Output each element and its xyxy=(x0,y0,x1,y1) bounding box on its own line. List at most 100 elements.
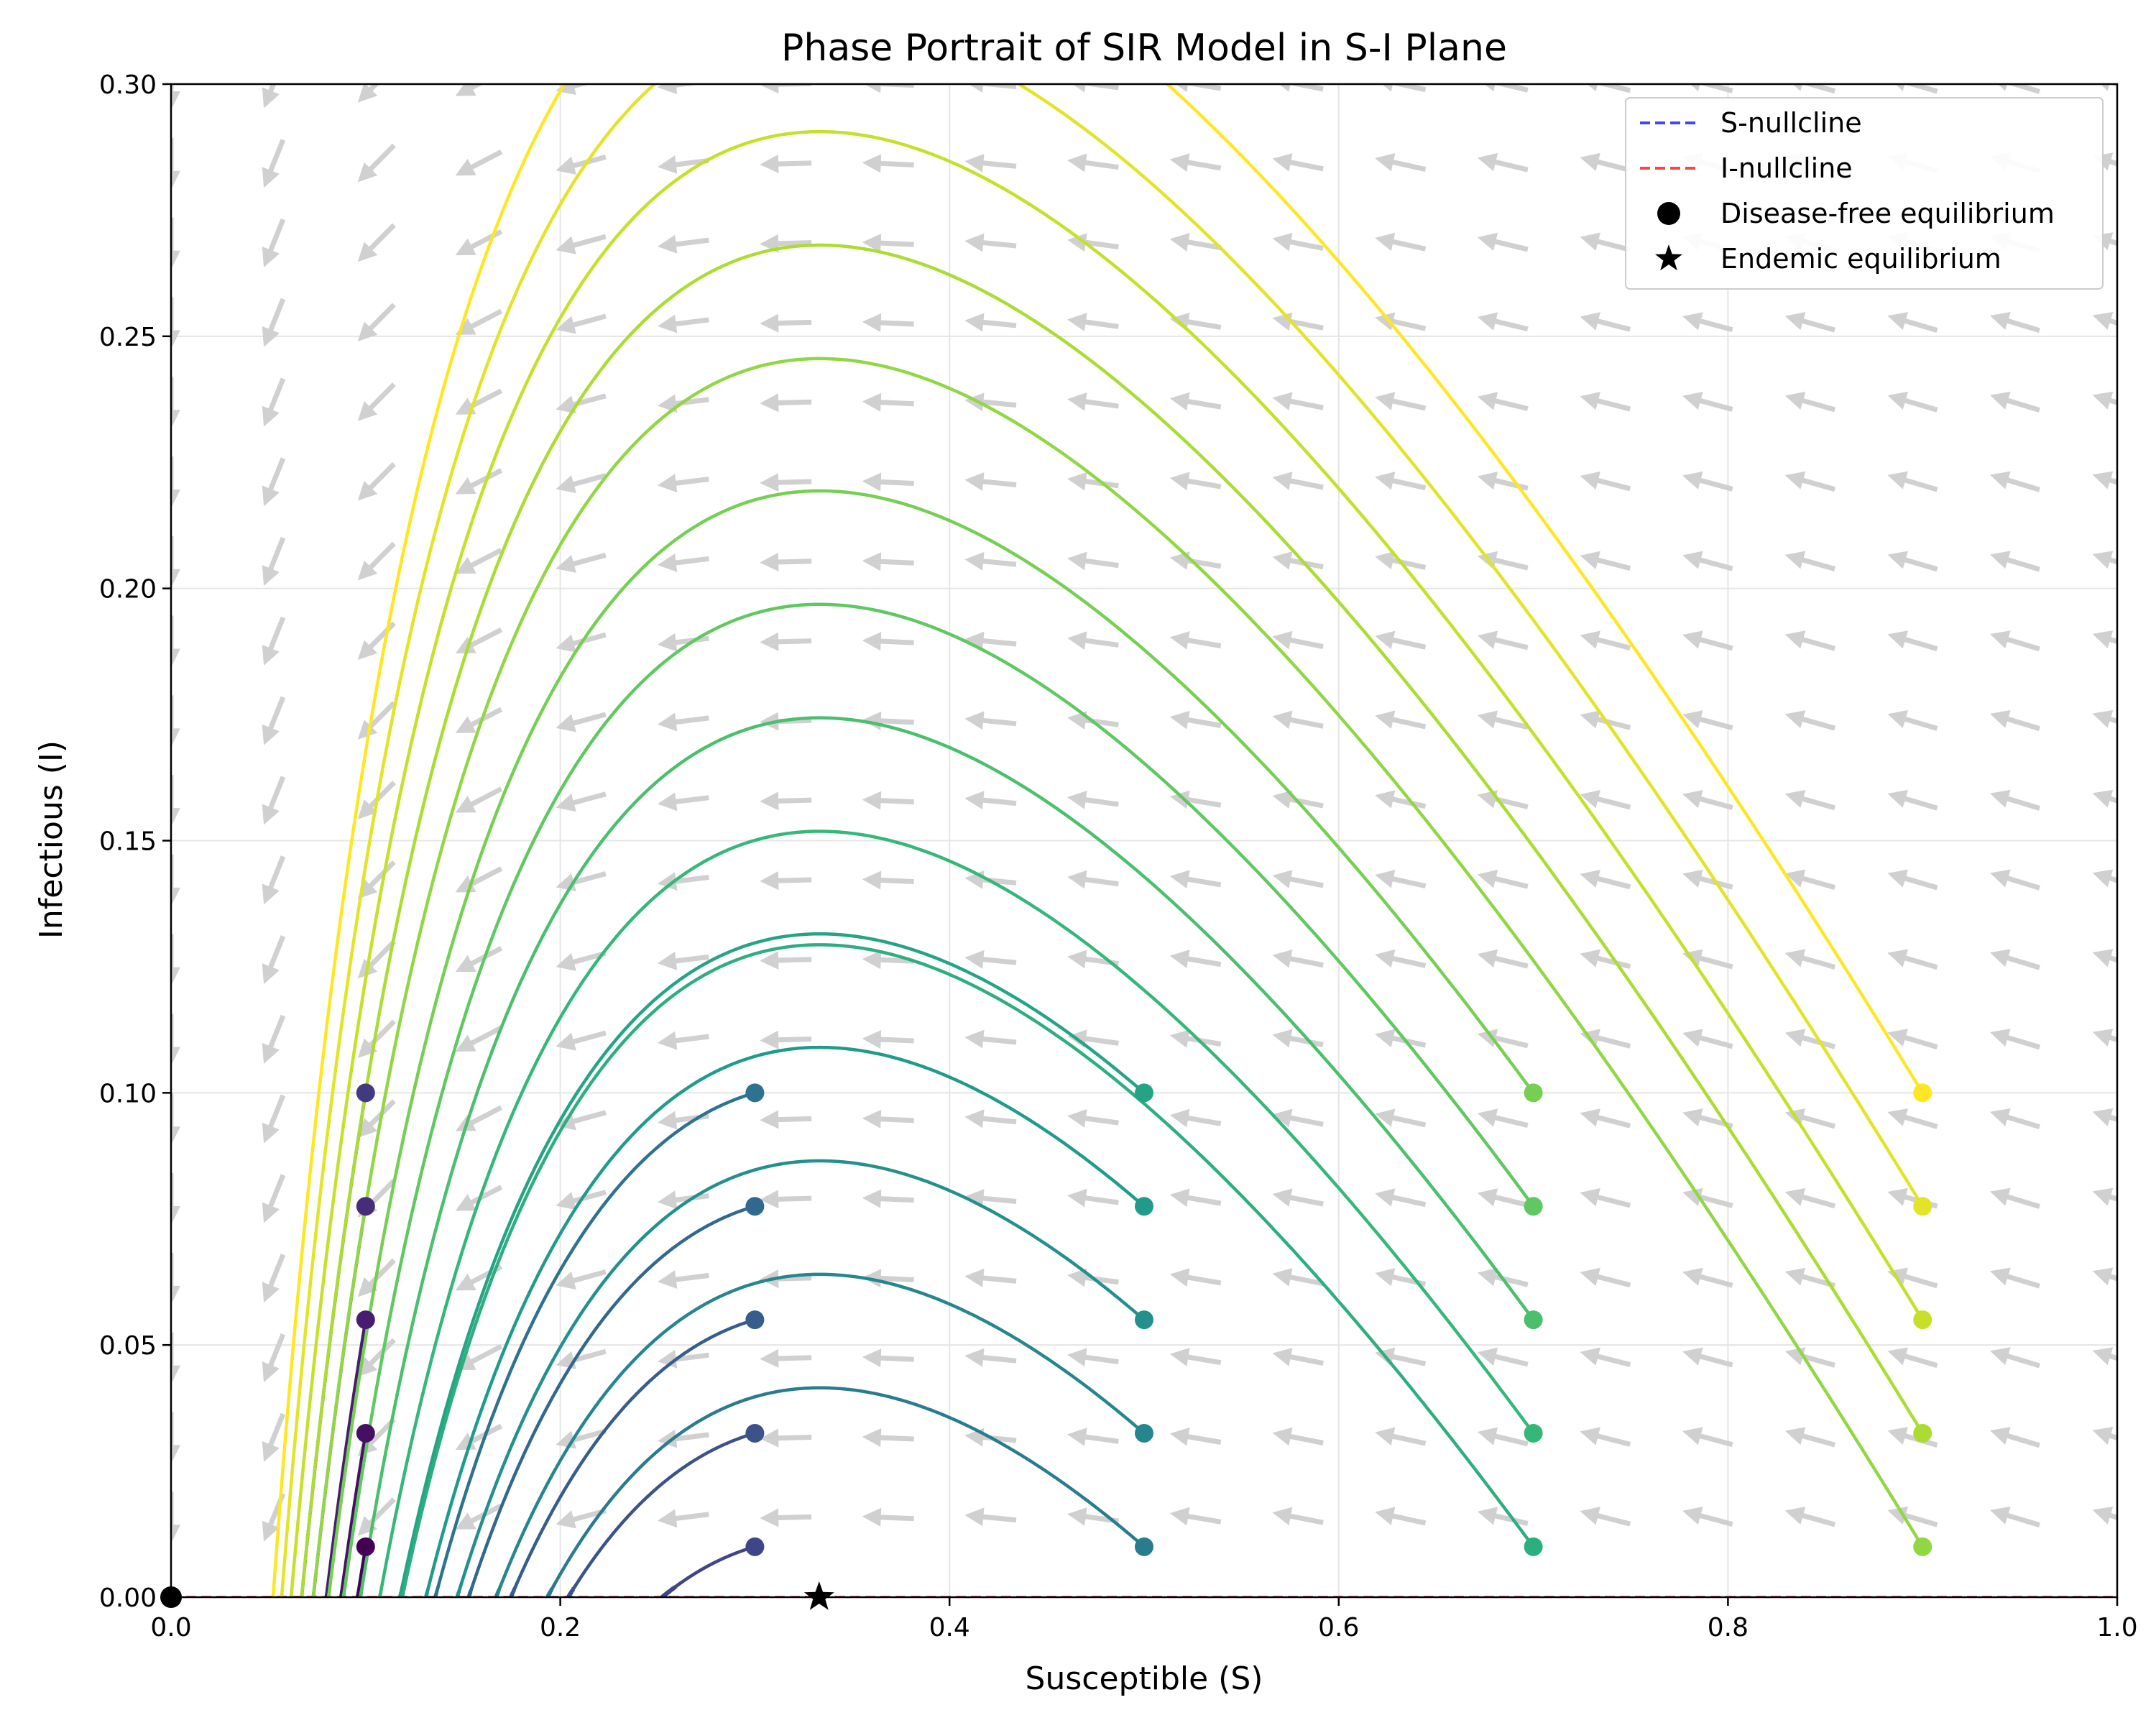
vector-field-arrow xyxy=(171,615,180,668)
vector-field-arrow xyxy=(357,781,396,819)
initial-condition-point xyxy=(356,1197,375,1216)
vector-field-arrow xyxy=(357,1019,396,1059)
vector-field-arrow xyxy=(1477,1188,1529,1208)
vector-field-arrow xyxy=(171,1412,180,1464)
vector-field-arrow xyxy=(1375,949,1427,968)
y-tick-label: 0.05 xyxy=(99,1331,157,1361)
vector-field-arrow xyxy=(262,1094,286,1144)
trajectory-line xyxy=(339,1433,368,1597)
initial-condition-point xyxy=(1913,1537,1932,1556)
vector-field-arrow xyxy=(2092,630,2117,648)
vector-field-arrow xyxy=(760,313,812,333)
vector-field-arrow xyxy=(1169,472,1222,491)
vector-field-arrow xyxy=(862,313,914,332)
vector-field-arrow xyxy=(1682,630,1733,651)
vector-field-arrow xyxy=(1990,312,2040,334)
vector-field-arrow xyxy=(964,1348,1017,1367)
initial-condition-point xyxy=(1135,1537,1153,1556)
vector-field-arrow xyxy=(1990,869,2040,891)
initial-condition-point xyxy=(1524,1537,1543,1556)
y-tick-label: 0.10 xyxy=(99,1079,157,1108)
vector-field-arrow xyxy=(862,950,914,970)
trajectory-line xyxy=(378,829,1535,1597)
vector-field-arrow xyxy=(455,786,503,813)
vector-field-arrow xyxy=(1272,630,1324,650)
vector-field-arrow xyxy=(455,1025,503,1052)
vector-field-arrow xyxy=(1169,710,1222,730)
vector-field-arrow xyxy=(262,537,286,587)
vector-field-arrow xyxy=(556,552,607,573)
x-tick-label: 0.8 xyxy=(1708,1613,1749,1642)
vector-field-arrow xyxy=(1169,1188,1222,1208)
vector-field-arrow xyxy=(1375,1507,1427,1526)
vector-field-arrow xyxy=(2092,1347,2117,1366)
vector-field-arrow xyxy=(760,553,812,571)
vector-field-arrow xyxy=(1067,1109,1119,1128)
vector-field-arrow xyxy=(1887,1108,1938,1129)
vector-field-arrow xyxy=(2092,869,2117,888)
vector-field-arrow xyxy=(357,461,396,501)
vector-field-arrow xyxy=(964,1268,1017,1287)
vector-field-arrow xyxy=(1580,1267,1631,1288)
trajectory-line xyxy=(289,129,1925,1597)
vector-field-arrow xyxy=(1587,84,1631,93)
vector-field-arrow xyxy=(1375,870,1427,889)
vector-field-arrow xyxy=(1887,391,1938,413)
trajectory-line xyxy=(327,489,1535,1597)
vector-field-arrow xyxy=(455,1185,503,1211)
vector-field-arrow xyxy=(2092,949,2117,968)
trajectory-line xyxy=(509,1318,756,1597)
vector-field-arrow xyxy=(964,631,1017,651)
vector-field-arrow xyxy=(556,791,607,812)
trajectory-line xyxy=(341,602,1535,1597)
legend-endemic-label: Endemic equilibrium xyxy=(1720,243,2001,275)
vector-field-arrow xyxy=(1580,1347,1631,1367)
initial-condition-point xyxy=(745,1537,765,1556)
vector-field-arrow xyxy=(1375,312,1427,331)
vector-field-arrow xyxy=(1580,152,1631,173)
trajectory-line xyxy=(545,1386,1146,1597)
vector-field-arrow xyxy=(760,791,812,811)
vector-field-arrow xyxy=(1990,1108,2040,1130)
vector-field-arrow xyxy=(1375,551,1427,570)
initial-condition-point xyxy=(1135,1083,1153,1103)
vector-field-arrow xyxy=(262,377,286,427)
vector-field-arrow xyxy=(1580,790,1631,810)
endemic-equilibrium-marker xyxy=(803,1581,834,1610)
vector-field-arrow xyxy=(262,776,286,825)
x-tick-label: 0.0 xyxy=(150,1613,191,1642)
vector-field-arrow xyxy=(1990,630,2040,652)
vector-field-arrow xyxy=(262,1014,286,1064)
vector-field-arrow xyxy=(262,696,286,745)
initial-condition-point xyxy=(1524,1423,1543,1443)
legend-box xyxy=(1625,97,2104,290)
vector-field-arrow xyxy=(1990,551,2040,572)
vector-field-arrow xyxy=(1784,949,1836,970)
vector-field-arrow xyxy=(1682,1507,1733,1527)
initial-condition-point xyxy=(1913,1197,1932,1216)
initial-condition-point xyxy=(356,1423,375,1443)
vector-field-arrow xyxy=(171,1093,180,1146)
vector-field-arrow xyxy=(171,854,180,906)
vector-field-arrow xyxy=(1272,790,1324,809)
vector-field-arrow xyxy=(862,1348,914,1368)
vector-field-arrow xyxy=(2092,1267,2117,1286)
vector-field-arrow xyxy=(964,551,1017,571)
vector-field-arrow xyxy=(1272,1108,1324,1128)
vector-field-arrow xyxy=(1895,84,1938,94)
vector-field-arrow xyxy=(657,952,709,970)
initial-condition-point xyxy=(1913,1083,1932,1103)
vector-field-arrow xyxy=(964,1507,1017,1527)
vector-field-arrow xyxy=(1990,1427,2040,1448)
trajectory-line xyxy=(494,1272,1146,1597)
vector-field-arrow xyxy=(357,1258,396,1297)
initial-condition-point xyxy=(1524,1083,1543,1103)
initial-condition-point xyxy=(1135,1197,1153,1216)
vector-field-arrow xyxy=(1477,312,1529,332)
vector-field-arrow xyxy=(1169,1427,1222,1446)
vector-field-arrow xyxy=(171,377,180,429)
initial-condition-point xyxy=(745,1310,765,1330)
legend-endemic-marker xyxy=(1655,244,1682,271)
vector-field-arrow xyxy=(1477,471,1529,491)
vector-field-arrow xyxy=(1990,471,2040,492)
